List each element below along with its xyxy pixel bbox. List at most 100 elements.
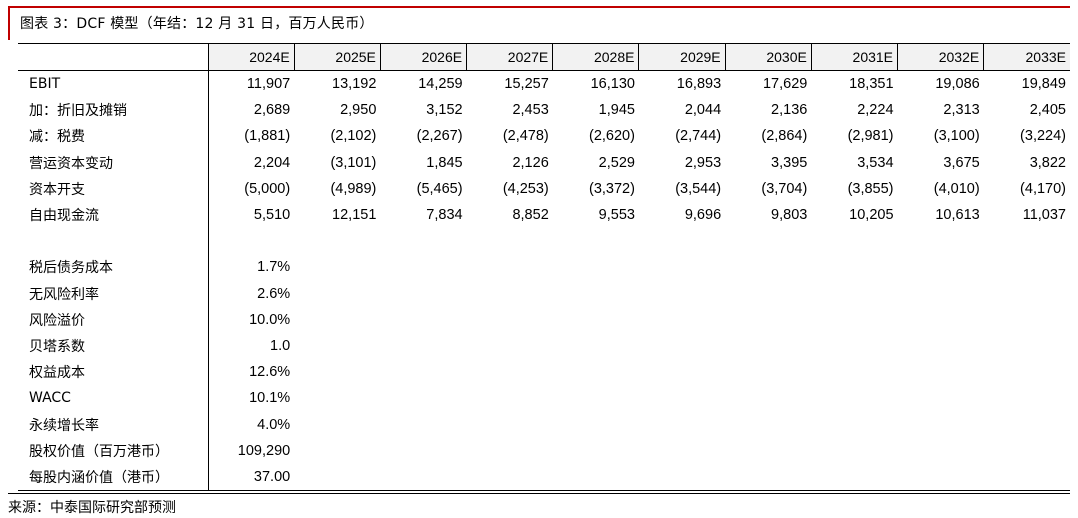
empty-cell	[983, 463, 1070, 491]
empty-cell	[553, 333, 639, 359]
value-cell: 2,529	[598, 154, 635, 171]
empty-cell	[552, 463, 639, 491]
value-cell: (5,000)	[207, 175, 295, 202]
empty-cell	[294, 438, 380, 464]
spacer-row	[18, 228, 1070, 255]
empty-cell	[294, 254, 380, 280]
assumption-row: 每股内涵价值（港币） 37.00	[18, 463, 1070, 491]
value-cell: (4,170)	[1020, 180, 1066, 197]
value-cell: (2,478)	[502, 128, 549, 145]
empty-cell	[380, 281, 466, 307]
value-cell: (3,100)	[933, 128, 980, 145]
empty-cell	[467, 281, 553, 307]
empty-cell	[380, 359, 466, 385]
value-cell: 3,152	[426, 102, 463, 119]
empty-cell	[380, 438, 466, 464]
empty-cell	[553, 307, 639, 333]
value-cell: 3,395	[771, 154, 808, 171]
value-cell: 2,953	[684, 154, 722, 171]
empty-cell	[898, 359, 984, 385]
empty-cell	[725, 385, 811, 411]
empty-cell	[467, 411, 553, 437]
empty-cell	[639, 385, 725, 411]
value-cell: 2,044	[684, 102, 722, 119]
empty-cell	[294, 411, 380, 437]
value-cell: 2,689	[207, 97, 295, 124]
empty-cell	[984, 385, 1070, 411]
row-label: EBIT	[29, 76, 61, 93]
value-cell: 15,257	[504, 76, 549, 93]
value-cell: 2,224	[857, 102, 894, 119]
spacer-cell	[725, 228, 811, 254]
row-label: 加：折旧及摊销	[29, 103, 127, 120]
empty-cell	[639, 333, 725, 359]
value-cell: (4,010)	[933, 180, 980, 197]
header-corner	[18, 43, 209, 71]
dcf-table-container: 2024E 2025E 2026E 2027E 2028E 2029E 2030…	[18, 43, 1070, 491]
row-label: 税后债务成本	[29, 260, 113, 277]
spacer-cell	[898, 228, 984, 254]
empty-cell	[984, 307, 1070, 333]
empty-cell	[639, 281, 725, 307]
value-cell: 10.0%	[207, 306, 295, 333]
value-cell: 1,845	[426, 154, 463, 171]
value-cell: (3,372)	[589, 180, 635, 197]
empty-cell	[811, 359, 897, 385]
empty-cell	[466, 463, 553, 491]
empty-cell	[811, 411, 897, 437]
value-cell: 4.0%	[207, 411, 295, 438]
empty-cell	[553, 438, 639, 464]
empty-cell	[725, 411, 811, 437]
value-cell: (2,864)	[761, 128, 808, 145]
empty-cell	[725, 333, 811, 359]
value-cell: (3,855)	[847, 180, 894, 197]
spacer-cell	[380, 228, 466, 254]
empty-cell	[811, 281, 897, 307]
row-label: 无风险利率	[29, 286, 99, 303]
spacer-cell	[811, 228, 897, 254]
empty-cell	[380, 307, 466, 333]
empty-cell	[467, 438, 553, 464]
empty-cell	[898, 333, 984, 359]
empty-cell	[725, 438, 811, 464]
spacer-cell	[984, 228, 1070, 254]
year-header: 2029E	[638, 43, 726, 71]
cashflow-row: 资本开支 (5,000) (4,989) (5,465) (4,253) (3,372) (…	[18, 175, 1070, 202]
assumption-row: 风险溢价 10.0%	[18, 306, 1070, 333]
row-label: WACC	[29, 390, 71, 407]
empty-cell	[811, 385, 897, 411]
value-cell: (3,704)	[761, 180, 808, 197]
empty-cell	[639, 307, 725, 333]
year-header: 2033E	[983, 43, 1070, 71]
spacer-cell	[294, 228, 380, 254]
empty-cell	[553, 281, 639, 307]
spacer-cell	[467, 228, 553, 254]
empty-cell	[639, 359, 725, 385]
empty-cell	[898, 438, 984, 464]
value-cell: 17,629	[762, 76, 808, 93]
empty-cell	[639, 411, 725, 437]
empty-cell	[898, 254, 984, 280]
value-cell: 19,086	[935, 76, 980, 93]
row-label: 股权价值（百万港币）	[29, 443, 169, 460]
value-cell: 19,849	[1021, 76, 1066, 93]
value-cell: (5,465)	[416, 180, 463, 197]
spacer-cell	[553, 228, 639, 254]
value-cell: 16,893	[676, 76, 722, 93]
empty-cell	[294, 333, 380, 359]
empty-cell	[553, 411, 639, 437]
empty-cell	[380, 411, 466, 437]
row-label: 营运资本变动	[29, 155, 113, 172]
spacer-cell	[207, 228, 295, 255]
value-cell: (2,981)	[847, 128, 894, 145]
empty-cell	[811, 463, 898, 491]
value-cell: 12,151	[332, 207, 377, 224]
value-cell: 18,351	[849, 76, 894, 93]
value-cell: (3,224)	[1020, 128, 1066, 145]
value-cell: 3,675	[943, 154, 980, 171]
empty-cell	[725, 359, 811, 385]
figure-title: 图表 3：DCF 模型（年结：12 月 31 日，百万人民币）	[20, 16, 374, 32]
value-cell: 3,534	[857, 154, 894, 171]
empty-cell	[639, 254, 725, 280]
year-header: 2024E	[207, 43, 295, 71]
